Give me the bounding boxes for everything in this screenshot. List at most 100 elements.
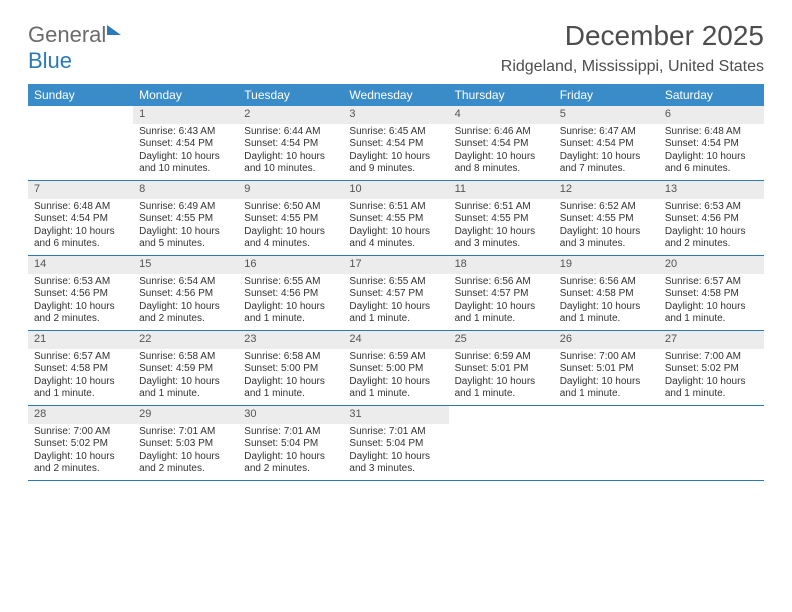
day-body: Sunrise: 7:01 AMSunset: 5:04 PMDaylight:… [238, 424, 343, 480]
sunrise-line: Sunrise: 7:00 AM [560, 351, 653, 364]
daylight-line-1: Daylight: 10 hours [560, 376, 653, 389]
sunrise-line: Sunrise: 7:00 AM [34, 426, 127, 439]
day-number: 19 [554, 256, 659, 274]
day-number: 30 [238, 406, 343, 424]
sunset-line: Sunset: 4:55 PM [349, 213, 442, 226]
daylight-line-2: and 8 minutes. [455, 163, 548, 176]
day-cell: 19Sunrise: 6:56 AMSunset: 4:58 PMDayligh… [554, 256, 659, 330]
day-cell [554, 406, 659, 480]
day-number: 14 [28, 256, 133, 274]
daylight-line-2: and 1 minute. [455, 313, 548, 326]
sunrise-line: Sunrise: 7:01 AM [244, 426, 337, 439]
day-body: Sunrise: 6:51 AMSunset: 4:55 PMDaylight:… [449, 199, 554, 255]
daylight-line-1: Daylight: 10 hours [139, 151, 232, 164]
daylight-line-1: Daylight: 10 hours [244, 301, 337, 314]
day-cell: 24Sunrise: 6:59 AMSunset: 5:00 PMDayligh… [343, 331, 448, 405]
sunrise-line: Sunrise: 6:50 AM [244, 201, 337, 214]
day-cell: 14Sunrise: 6:53 AMSunset: 4:56 PMDayligh… [28, 256, 133, 330]
day-number: 10 [343, 181, 448, 199]
day-body: Sunrise: 6:58 AMSunset: 4:59 PMDaylight:… [133, 349, 238, 405]
daylight-line-2: and 10 minutes. [244, 163, 337, 176]
sunrise-line: Sunrise: 6:44 AM [244, 126, 337, 139]
sunrise-line: Sunrise: 7:01 AM [349, 426, 442, 439]
day-cell [659, 406, 764, 480]
sunrise-line: Sunrise: 6:47 AM [560, 126, 653, 139]
sunrise-line: Sunrise: 7:00 AM [665, 351, 758, 364]
day-body: Sunrise: 6:44 AMSunset: 4:54 PMDaylight:… [238, 124, 343, 180]
day-number: 28 [28, 406, 133, 424]
day-cell: 5Sunrise: 6:47 AMSunset: 4:54 PMDaylight… [554, 106, 659, 180]
daylight-line-1: Daylight: 10 hours [349, 451, 442, 464]
weekday-label: Thursday [449, 84, 554, 106]
day-body: Sunrise: 6:45 AMSunset: 4:54 PMDaylight:… [343, 124, 448, 180]
week-row: 28Sunrise: 7:00 AMSunset: 5:02 PMDayligh… [28, 406, 764, 481]
daylight-line-2: and 1 minute. [455, 388, 548, 401]
day-body: Sunrise: 7:00 AMSunset: 5:02 PMDaylight:… [659, 349, 764, 405]
day-cell: 11Sunrise: 6:51 AMSunset: 4:55 PMDayligh… [449, 181, 554, 255]
day-body: Sunrise: 6:56 AMSunset: 4:58 PMDaylight:… [554, 274, 659, 330]
daylight-line-2: and 4 minutes. [244, 238, 337, 251]
day-cell: 4Sunrise: 6:46 AMSunset: 4:54 PMDaylight… [449, 106, 554, 180]
sunset-line: Sunset: 4:55 PM [560, 213, 653, 226]
day-body: Sunrise: 6:56 AMSunset: 4:57 PMDaylight:… [449, 274, 554, 330]
day-number: 27 [659, 331, 764, 349]
sunrise-line: Sunrise: 6:51 AM [455, 201, 548, 214]
sunset-line: Sunset: 4:56 PM [139, 288, 232, 301]
daylight-line-2: and 1 minute. [139, 388, 232, 401]
daylight-line-2: and 1 minute. [665, 388, 758, 401]
day-body: Sunrise: 7:01 AMSunset: 5:03 PMDaylight:… [133, 424, 238, 480]
day-cell: 17Sunrise: 6:55 AMSunset: 4:57 PMDayligh… [343, 256, 448, 330]
weekday-label: Wednesday [343, 84, 448, 106]
daylight-line-2: and 5 minutes. [139, 238, 232, 251]
daylight-line-1: Daylight: 10 hours [139, 451, 232, 464]
daylight-line-2: and 3 minutes. [349, 463, 442, 476]
sunrise-line: Sunrise: 6:53 AM [665, 201, 758, 214]
day-cell: 26Sunrise: 7:00 AMSunset: 5:01 PMDayligh… [554, 331, 659, 405]
day-number: 1 [133, 106, 238, 124]
day-number: 31 [343, 406, 448, 424]
brand-logo: General Blue [28, 22, 121, 74]
sunset-line: Sunset: 5:03 PM [139, 438, 232, 451]
daylight-line-1: Daylight: 10 hours [34, 226, 127, 239]
day-body: Sunrise: 6:49 AMSunset: 4:55 PMDaylight:… [133, 199, 238, 255]
calendar: SundayMondayTuesdayWednesdayThursdayFrid… [28, 84, 764, 481]
daylight-line-2: and 1 minute. [665, 313, 758, 326]
brand-part2: Blue [28, 48, 72, 73]
sunset-line: Sunset: 5:04 PM [244, 438, 337, 451]
day-cell: 16Sunrise: 6:55 AMSunset: 4:56 PMDayligh… [238, 256, 343, 330]
day-number: 17 [343, 256, 448, 274]
sunset-line: Sunset: 4:59 PM [139, 363, 232, 376]
day-body: Sunrise: 6:53 AMSunset: 4:56 PMDaylight:… [659, 199, 764, 255]
day-body: Sunrise: 6:46 AMSunset: 4:54 PMDaylight:… [449, 124, 554, 180]
day-number: 11 [449, 181, 554, 199]
weekday-label: Monday [133, 84, 238, 106]
daylight-line-2: and 10 minutes. [139, 163, 232, 176]
page-title: December 2025 [565, 20, 764, 52]
day-body: Sunrise: 6:43 AMSunset: 4:54 PMDaylight:… [133, 124, 238, 180]
daylight-line-2: and 3 minutes. [455, 238, 548, 251]
sunset-line: Sunset: 4:54 PM [455, 138, 548, 151]
day-cell: 2Sunrise: 6:44 AMSunset: 4:54 PMDaylight… [238, 106, 343, 180]
day-cell: 8Sunrise: 6:49 AMSunset: 4:55 PMDaylight… [133, 181, 238, 255]
weekday-header: SundayMondayTuesdayWednesdayThursdayFrid… [28, 84, 764, 106]
daylight-line-2: and 2 minutes. [139, 463, 232, 476]
day-cell: 21Sunrise: 6:57 AMSunset: 4:58 PMDayligh… [28, 331, 133, 405]
sunset-line: Sunset: 4:58 PM [34, 363, 127, 376]
daylight-line-2: and 1 minute. [560, 388, 653, 401]
daylight-line-1: Daylight: 10 hours [349, 376, 442, 389]
sunrise-line: Sunrise: 6:48 AM [34, 201, 127, 214]
daylight-line-2: and 2 minutes. [244, 463, 337, 476]
daylight-line-1: Daylight: 10 hours [560, 226, 653, 239]
sunrise-line: Sunrise: 6:51 AM [349, 201, 442, 214]
sunset-line: Sunset: 5:02 PM [665, 363, 758, 376]
day-number: 9 [238, 181, 343, 199]
daylight-line-1: Daylight: 10 hours [349, 301, 442, 314]
sunset-line: Sunset: 4:54 PM [244, 138, 337, 151]
day-body: Sunrise: 7:01 AMSunset: 5:04 PMDaylight:… [343, 424, 448, 480]
day-body: Sunrise: 6:48 AMSunset: 4:54 PMDaylight:… [659, 124, 764, 180]
sunrise-line: Sunrise: 6:57 AM [665, 276, 758, 289]
sunset-line: Sunset: 5:01 PM [560, 363, 653, 376]
location-text: Ridgeland, Mississippi, United States [501, 58, 764, 76]
sunset-line: Sunset: 4:54 PM [139, 138, 232, 151]
daylight-line-1: Daylight: 10 hours [560, 151, 653, 164]
